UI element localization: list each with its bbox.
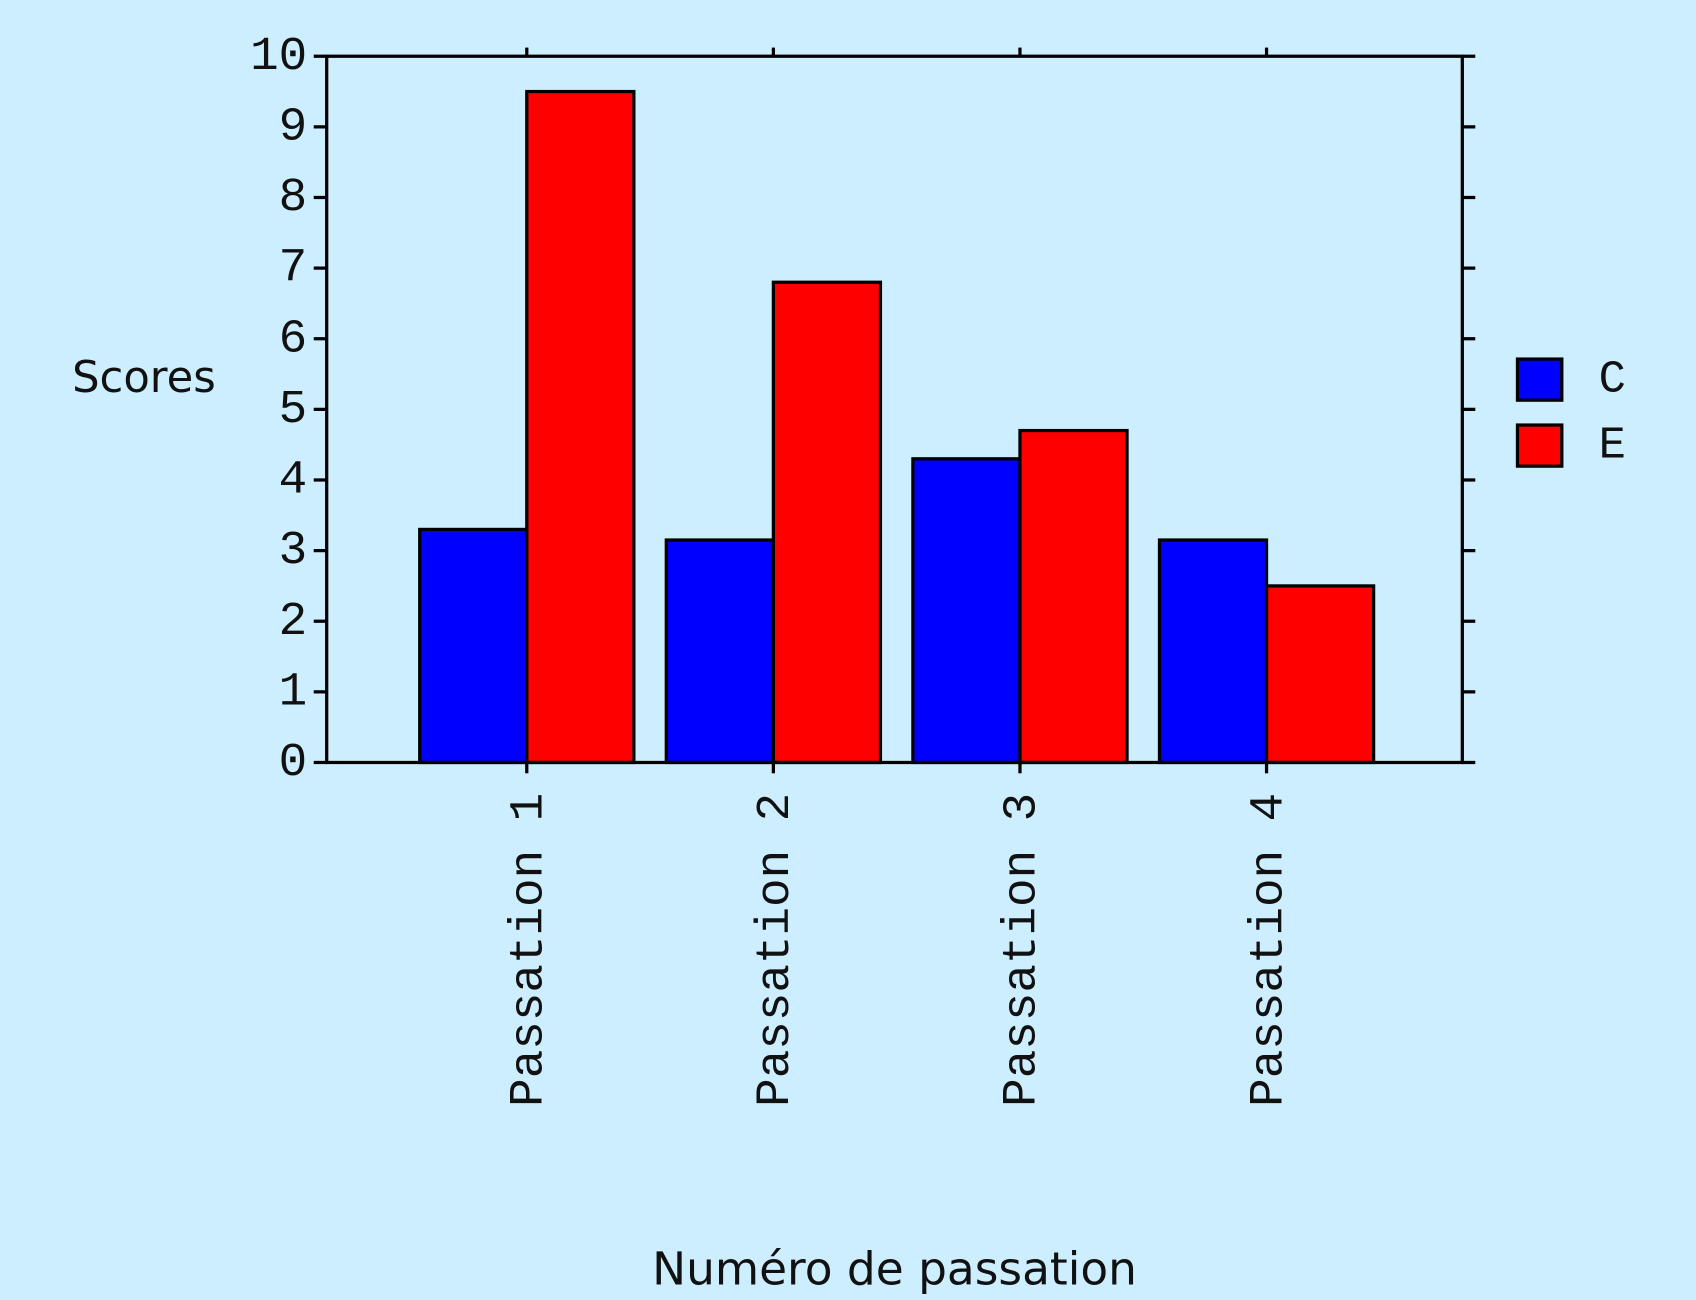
y-tick-label: 7 <box>279 242 308 296</box>
bar <box>911 457 1022 765</box>
y-tick-label: 5 <box>279 383 308 437</box>
bar <box>664 538 775 765</box>
x-tick-label: Passation 2 <box>749 793 803 1107</box>
bar <box>1157 538 1269 765</box>
legend-swatch <box>1515 423 1564 468</box>
x-axis-label: Numéro de passation <box>652 1242 1137 1295</box>
y-tick-label: 10 <box>250 30 307 84</box>
legend-label: C <box>1599 354 1626 406</box>
bar <box>525 89 636 765</box>
y-tick-label: 9 <box>279 100 308 154</box>
y-tick-label: 4 <box>279 454 308 508</box>
y-axis-label: Scores <box>72 353 216 403</box>
y-tick-label: 0 <box>279 736 308 790</box>
legend-swatch <box>1515 357 1564 402</box>
x-tick-label: Passation 3 <box>996 793 1050 1107</box>
y-tick-label: 1 <box>279 665 308 719</box>
y-tick-label: 8 <box>279 171 308 225</box>
x-tick-label: Passation 1 <box>503 793 557 1107</box>
y-tick-label: 6 <box>279 312 308 366</box>
bar <box>771 280 883 765</box>
legend-label: E <box>1599 420 1626 472</box>
y-tick-label: 2 <box>279 595 308 649</box>
bar <box>1264 584 1376 765</box>
bar <box>418 527 529 765</box>
y-tick-label: 3 <box>279 524 308 578</box>
x-tick-label: Passation 4 <box>1242 793 1296 1107</box>
plot-frame <box>325 54 1464 765</box>
bar <box>1018 428 1129 765</box>
